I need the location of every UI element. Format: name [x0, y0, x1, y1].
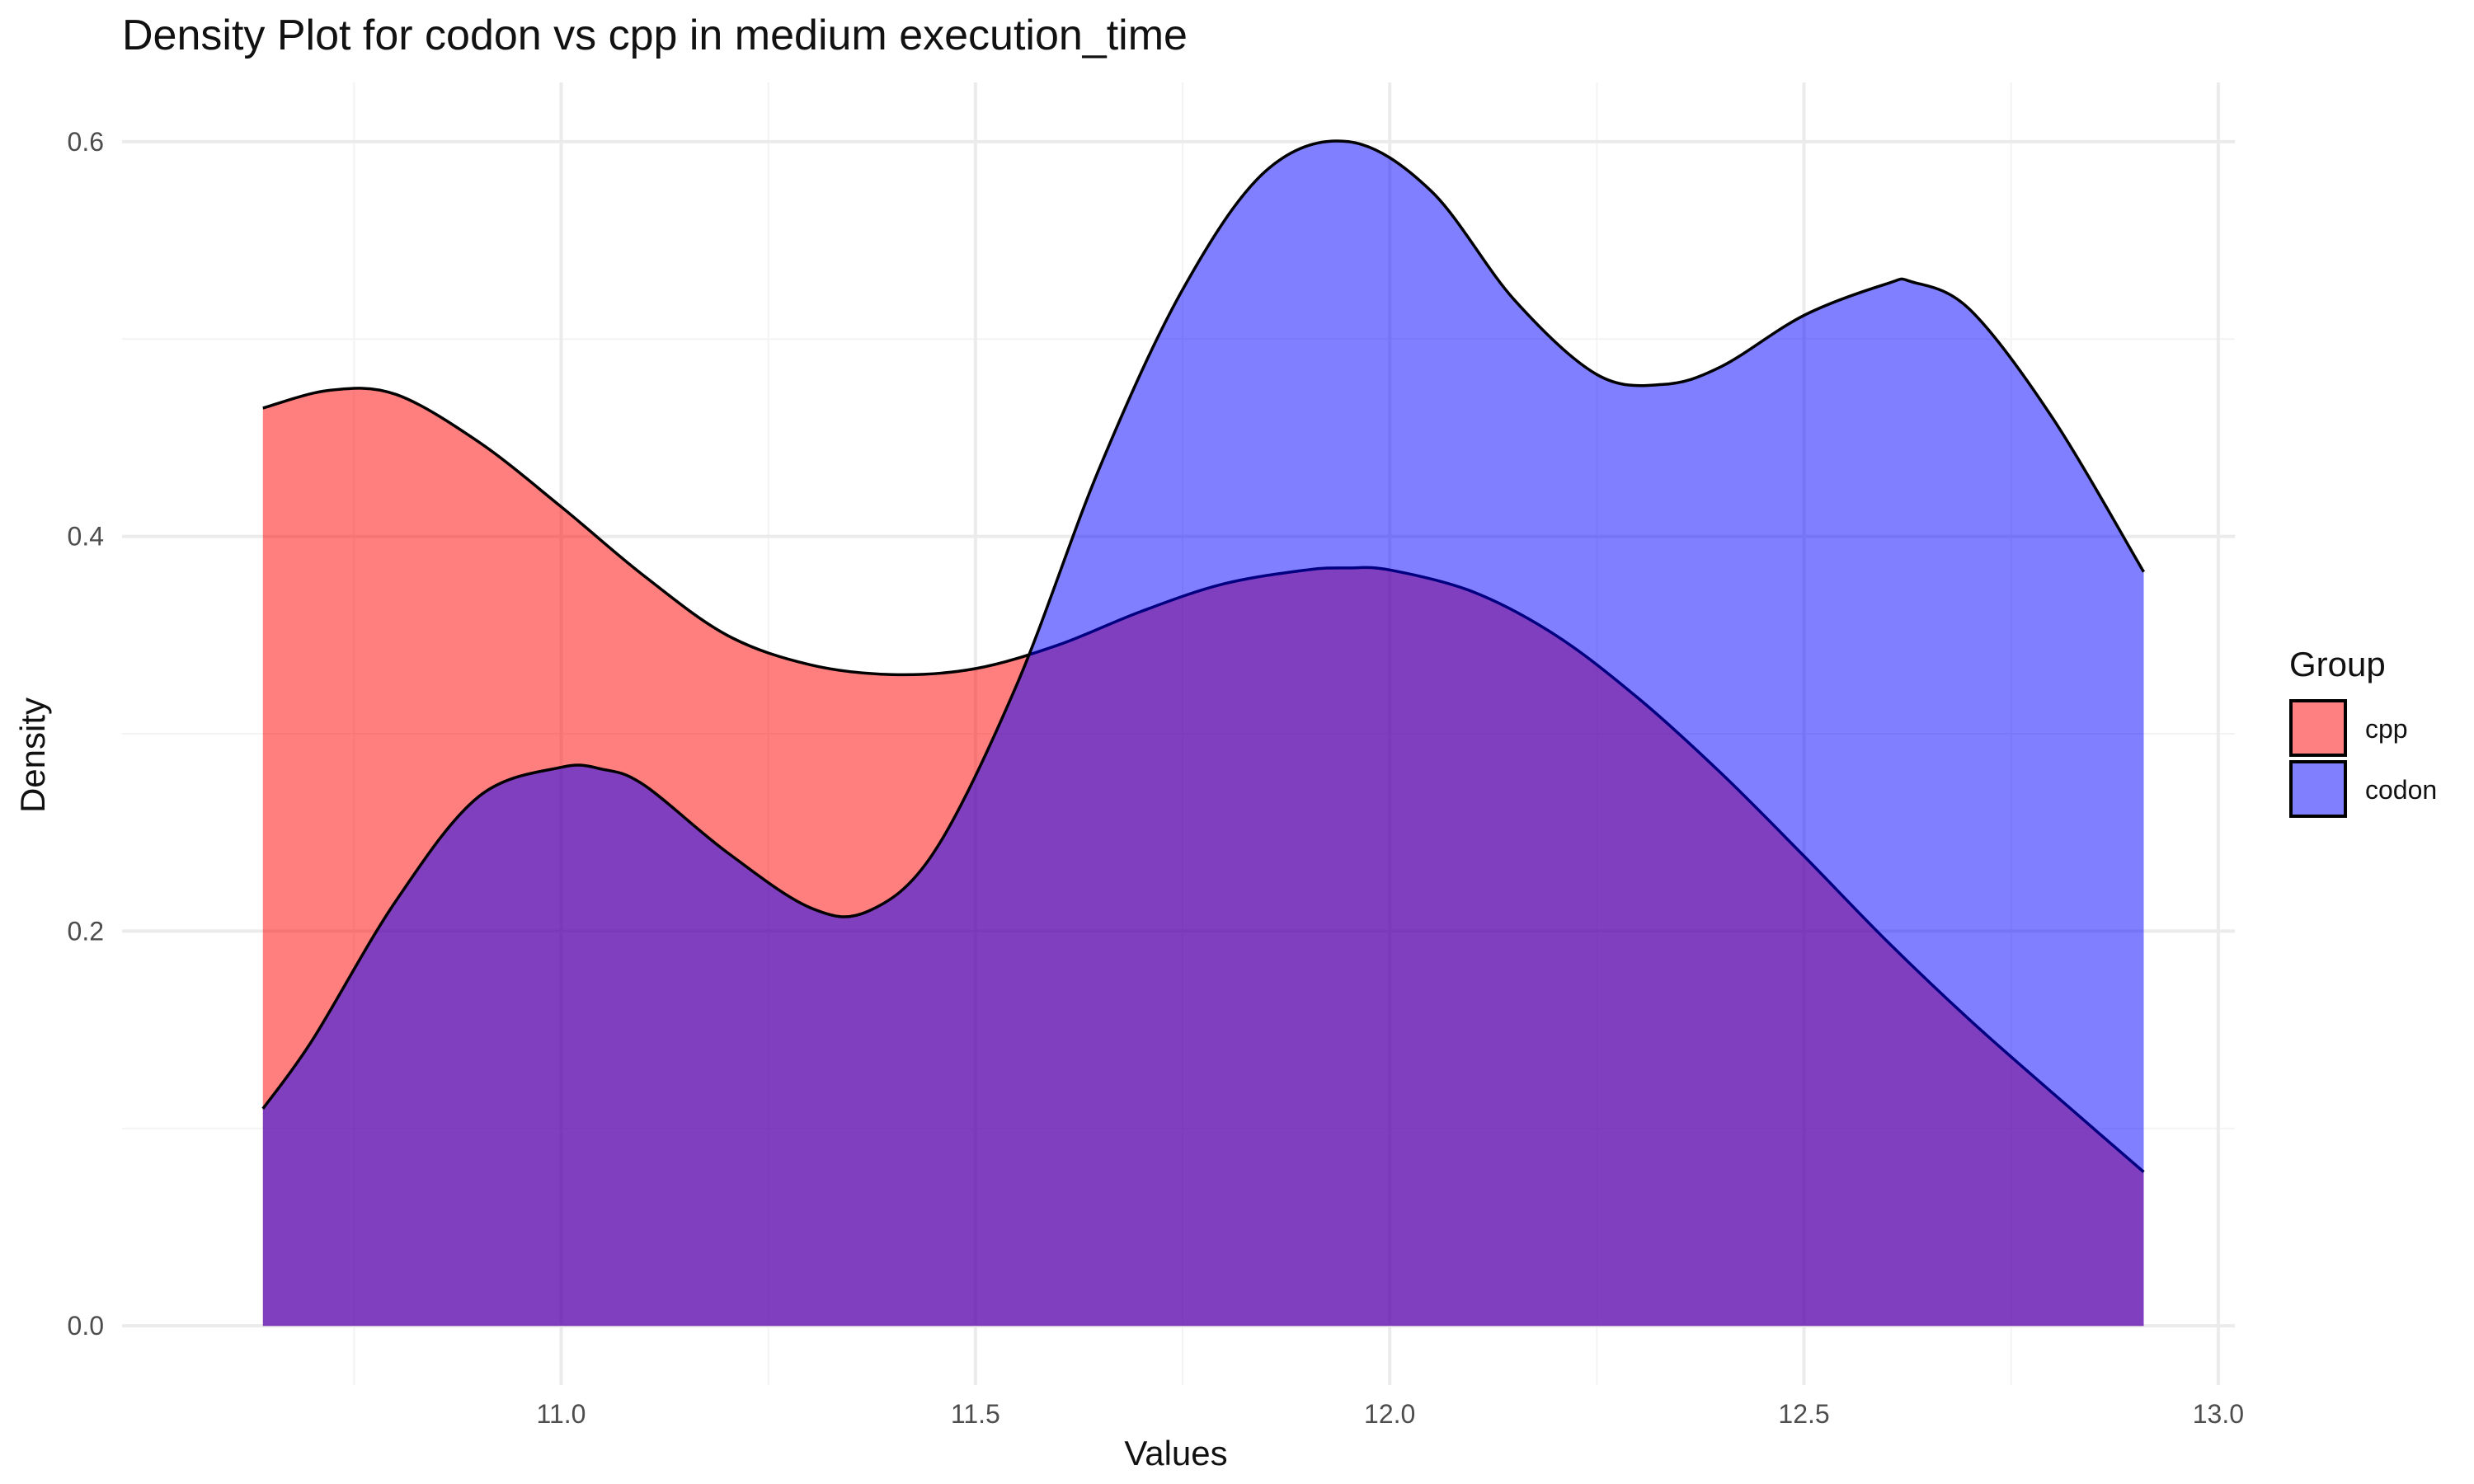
x-tick-label: 13.0 — [2193, 1399, 2244, 1429]
y-tick-label: 0.0 — [68, 1311, 104, 1341]
x-tick-label: 12.0 — [1364, 1399, 1415, 1429]
x-tick-label: 11.0 — [537, 1399, 586, 1429]
series-areas — [261, 139, 2146, 1327]
y-tick-label: 0.4 — [68, 522, 104, 552]
y-tick-label: 0.2 — [68, 916, 104, 946]
x-axis-title: Values — [1124, 1434, 1227, 1472]
legend-title: Group — [2289, 645, 2386, 683]
x-tick-label: 12.5 — [1778, 1399, 1829, 1429]
legend-swatch-codon — [2289, 760, 2347, 818]
density-curve-codon — [261, 139, 2146, 1110]
x-tick-label: 11.5 — [951, 1399, 1000, 1429]
y-axis-ticks: 0.0 0.2 0.4 0.6 — [68, 127, 104, 1341]
y-tick-label: 0.6 — [68, 127, 104, 157]
x-axis-ticks: 11.0 11.5 12.0 12.5 13.0 — [537, 1399, 2245, 1429]
legend-items: cpp codon — [2289, 699, 2437, 818]
legend-swatch-cpp — [2289, 699, 2347, 757]
legend-label-codon: codon — [2365, 775, 2437, 805]
chart-title: Density Plot for codon vs cpp in medium … — [122, 12, 1188, 59]
y-axis-title: Density — [13, 697, 52, 813]
legend-label-cpp: cpp — [2365, 714, 2408, 744]
legend: Group cpp codon — [2289, 645, 2437, 818]
density-area-codon — [262, 140, 2144, 1327]
